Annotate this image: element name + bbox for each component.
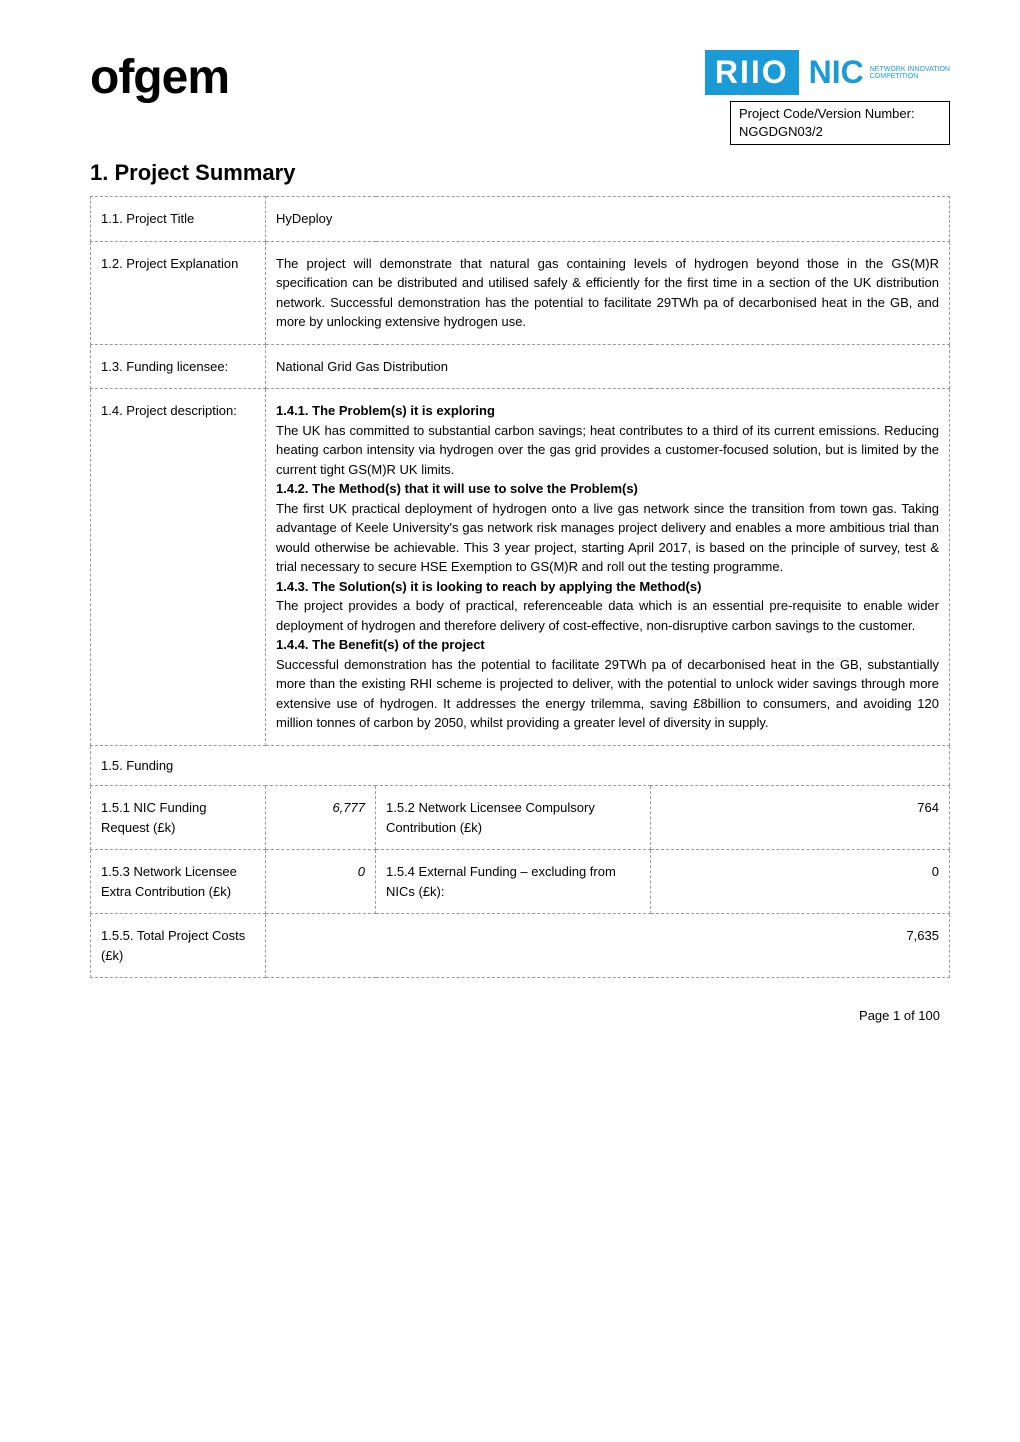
desc-heading-4: 1.4.4. The Benefit(s) of the project [276,637,485,652]
row-project-description: 1.4. Project description: 1.4.1. The Pro… [91,389,950,746]
value-project-explanation: The project will demonstrate that natura… [266,241,950,344]
value-project-title: HyDeploy [266,197,950,242]
desc-heading-3: 1.4.3. The Solution(s) it is looking to … [276,579,701,594]
project-code-value: NGGDGN03/2 [739,123,941,141]
row-funding-header: 1.5. Funding [91,745,950,786]
summary-table: 1.1. Project Title HyDeploy 1.2. Project… [90,196,950,978]
project-code-box: Project Code/Version Number: NGGDGN03/2 [730,101,950,145]
page-container: ofgem RIIO NIC NETWORK INNOVATION COMPET… [0,0,1020,1053]
row-funding-3: 1.5.5. Total Project Costs (£k) 7,635 [91,914,950,978]
right-header-block: RIIO NIC NETWORK INNOVATION COMPETITION … [705,50,950,145]
nic-sub-line1: NETWORK INNOVATION [870,66,950,73]
label-total-costs: 1.5.5. Total Project Costs (£k) [91,914,266,978]
section-title: 1. Project Summary [90,160,950,186]
label-project-explanation: 1.2. Project Explanation [91,241,266,344]
desc-para-3: The project provides a body of practical… [276,598,939,633]
row-funding-2: 1.5.3 Network Licensee Extra Contributio… [91,850,950,914]
value-licensee-compulsory: 764 [651,786,950,850]
row-project-title: 1.1. Project Title HyDeploy [91,197,950,242]
nic-text: NIC [809,54,864,91]
riio-box: RIIO [705,50,799,95]
desc-heading-1: 1.4.1. The Problem(s) it is exploring [276,403,495,418]
value-total-costs: 7,635 [266,914,950,978]
nic-subtext-block: NETWORK INNOVATION COMPETITION [868,66,950,80]
desc-heading-2: 1.4.2. The Method(s) that it will use to… [276,481,638,496]
label-project-title: 1.1. Project Title [91,197,266,242]
row-funding-licensee: 1.3. Funding licensee: National Grid Gas… [91,344,950,389]
label-funding-licensee: 1.3. Funding licensee: [91,344,266,389]
label-nic-funding-request: 1.5.1 NIC Funding Request (£k) [91,786,266,850]
label-licensee-compulsory: 1.5.2 Network Licensee Compulsory Contri… [376,786,651,850]
value-external-funding: 0 [651,850,950,914]
desc-para-4: Successful demonstration has the potenti… [276,657,939,731]
nic-sub-line2: COMPETITION [870,73,950,80]
value-project-description: 1.4.1. The Problem(s) it is exploring Th… [266,389,950,746]
value-nic-funding-request: 6,777 [266,786,376,850]
page-footer: Page 1 of 100 [90,1008,950,1023]
label-funding-section: 1.5. Funding [91,745,950,786]
label-licensee-extra: 1.5.3 Network Licensee Extra Contributio… [91,850,266,914]
label-project-description: 1.4. Project description: [91,389,266,746]
value-licensee-extra: 0 [266,850,376,914]
ofgem-logo: ofgem [90,50,229,105]
desc-para-1: The UK has committed to substantial carb… [276,423,939,477]
value-funding-licensee: National Grid Gas Distribution [266,344,950,389]
row-project-explanation: 1.2. Project Explanation The project wil… [91,241,950,344]
row-funding-1: 1.5.1 NIC Funding Request (£k) 6,777 1.5… [91,786,950,850]
desc-para-2: The first UK practical deployment of hyd… [276,501,939,575]
project-code-label: Project Code/Version Number: [739,105,941,123]
riio-nic-logo: RIIO NIC NETWORK INNOVATION COMPETITION [705,50,950,95]
page-header: ofgem RIIO NIC NETWORK INNOVATION COMPET… [90,50,950,145]
label-external-funding: 1.5.4 External Funding – excluding from … [376,850,651,914]
